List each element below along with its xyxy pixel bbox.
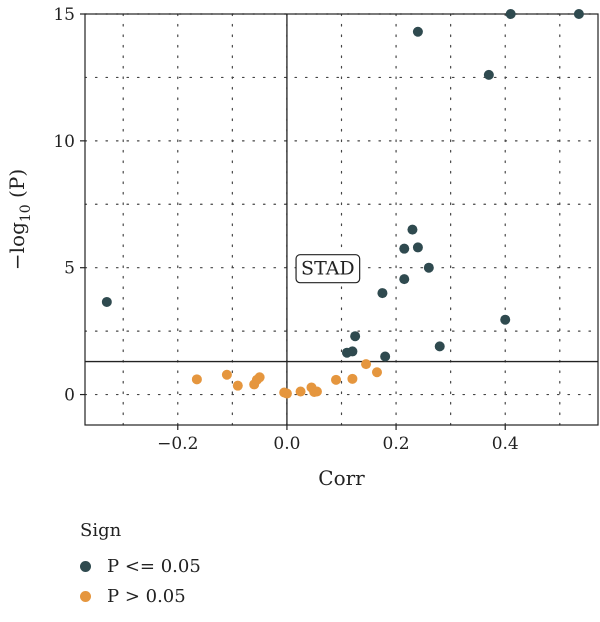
point-significant bbox=[434, 341, 445, 352]
annotation-label: STAD bbox=[301, 258, 355, 280]
point-significant bbox=[350, 331, 361, 342]
y-tick-label: 10 bbox=[53, 132, 75, 152]
data-points bbox=[101, 9, 584, 399]
x-tick-label: 0.2 bbox=[383, 434, 410, 454]
point-significant bbox=[347, 346, 358, 357]
y-tick-label: 0 bbox=[64, 386, 75, 406]
point-nonsignificant bbox=[295, 386, 306, 397]
point-significant bbox=[380, 351, 391, 362]
point-nonsignificant bbox=[331, 374, 342, 385]
point-significant bbox=[101, 296, 112, 307]
legend-label: P <= 0.05 bbox=[107, 555, 201, 577]
annotation-box bbox=[295, 254, 361, 284]
legend-item-significant: P <= 0.05 bbox=[80, 551, 201, 581]
point-nonsignificant bbox=[347, 373, 358, 384]
grid-lines bbox=[84, 13, 599, 426]
annotation-stad: STAD bbox=[295, 254, 361, 284]
legend-dot-icon bbox=[80, 590, 91, 602]
y-axis-title: −log10 (P) bbox=[5, 169, 34, 270]
y-tick-label: 15 bbox=[53, 5, 75, 25]
point-significant bbox=[407, 224, 418, 235]
point-nonsignificant bbox=[361, 359, 372, 370]
point-significant bbox=[483, 69, 494, 80]
point-significant bbox=[412, 242, 423, 253]
point-nonsignificant bbox=[221, 369, 232, 380]
y-axis-title-subscript: 10 bbox=[18, 204, 34, 222]
y-tick-label: 5 bbox=[64, 259, 75, 279]
plot-panel-border bbox=[84, 13, 599, 426]
legend-item-nonsignificant: P > 0.05 bbox=[80, 581, 201, 611]
point-nonsignificant bbox=[281, 388, 292, 399]
point-nonsignificant bbox=[371, 367, 382, 378]
legend-dot-icon bbox=[80, 560, 91, 572]
point-significant bbox=[399, 243, 410, 254]
point-significant bbox=[423, 262, 434, 273]
point-nonsignificant bbox=[254, 372, 265, 383]
reference-lines bbox=[85, 14, 598, 425]
legend-title: Sign bbox=[80, 520, 122, 541]
point-nonsignificant bbox=[191, 374, 202, 385]
legend-label: P > 0.05 bbox=[107, 585, 186, 607]
point-significant bbox=[573, 9, 584, 19]
point-nonsignificant bbox=[311, 386, 322, 397]
point-significant bbox=[500, 314, 511, 325]
y-axis-title-main: −log bbox=[5, 222, 29, 270]
axes: −0.2 0.0 0.2 0.4 0 5 10 15 bbox=[53, 5, 518, 454]
point-nonsignificant bbox=[232, 380, 243, 391]
point-significant bbox=[377, 288, 388, 299]
x-tick-label: −0.2 bbox=[157, 434, 198, 454]
legend: Sign P <= 0.05 P > 0.05 bbox=[80, 520, 201, 611]
point-significant bbox=[505, 9, 516, 19]
y-axis-title-tail: (P) bbox=[5, 169, 29, 204]
x-axis-title: Corr bbox=[318, 466, 365, 490]
x-tick-label: 0.0 bbox=[273, 434, 300, 454]
x-tick-label: 0.4 bbox=[492, 434, 519, 454]
point-significant bbox=[412, 26, 423, 37]
point-significant bbox=[399, 274, 410, 285]
